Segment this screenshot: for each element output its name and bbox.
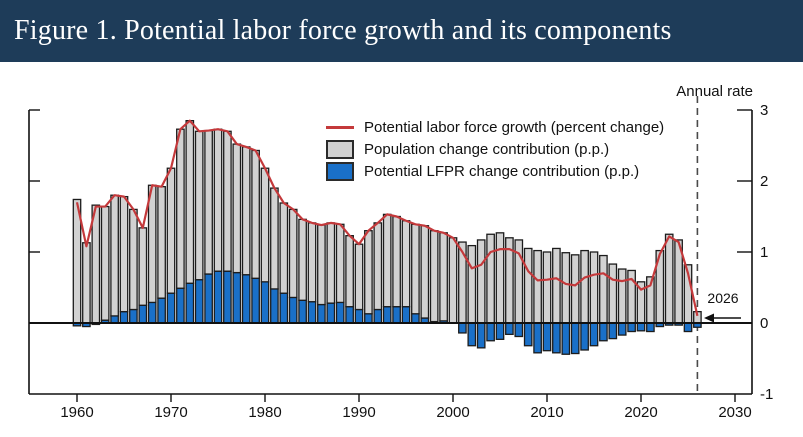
svg-text:2020: 2020 (624, 404, 657, 421)
svg-text:2: 2 (760, 173, 768, 190)
legend: Potential labor force growth (percent ch… (326, 116, 664, 182)
legend-swatch-population (326, 139, 354, 159)
svg-text:2010: 2010 (530, 404, 563, 421)
svg-text:1980: 1980 (248, 404, 281, 421)
svg-text:0: 0 (760, 315, 768, 332)
annual-rate-label: Annual rate (676, 83, 753, 100)
svg-text:1990: 1990 (342, 404, 375, 421)
legend-item-lfpr: Potential LFPR change contribution (p.p.… (326, 160, 664, 182)
legend-label: Population change contribution (p.p.) (364, 140, 610, 158)
legend-item-population: Population change contribution (p.p.) (326, 138, 664, 160)
svg-text:1970: 1970 (154, 404, 187, 421)
svg-text:1960: 1960 (60, 404, 93, 421)
y-tick-labels: -1 0 1 2 3 (760, 102, 773, 403)
title-bar: Figure 1. Potential labor force growth a… (0, 0, 803, 62)
legend-swatch-line (326, 125, 354, 129)
legend-item-growth-line: Potential labor force growth (percent ch… (326, 116, 664, 138)
svg-text:3: 3 (760, 102, 768, 119)
legend-label: Potential LFPR change contribution (p.p.… (364, 162, 640, 180)
arrow-annotation (704, 313, 741, 323)
svg-text:-1: -1 (760, 386, 773, 403)
axes-group (28, 109, 753, 402)
legend-swatch-lfpr (326, 161, 354, 181)
svg-text:2000: 2000 (436, 404, 469, 421)
figure-title: Figure 1. Potential labor force growth a… (14, 15, 672, 46)
x-tick-labels: 1960 1970 1980 1990 2000 2010 2020 2030 (60, 404, 751, 421)
trend-line (75, 119, 699, 317)
legend-label: Potential labor force growth (percent ch… (364, 118, 665, 136)
svg-text:2030: 2030 (718, 404, 751, 421)
svg-text:1: 1 (760, 244, 768, 261)
marker-year-label: 2026 (707, 290, 739, 306)
